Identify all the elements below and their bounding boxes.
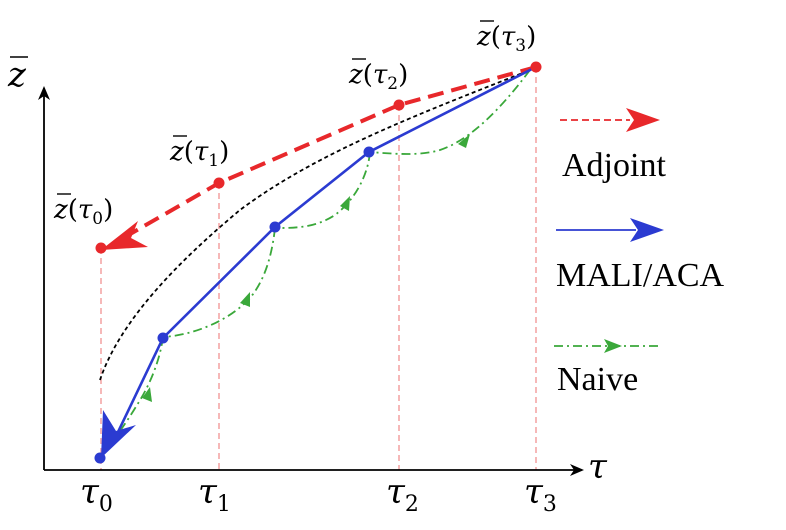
naive-arrowhead <box>240 292 250 307</box>
mali-dots <box>94 146 375 464</box>
adjoint-dot-tau1 <box>213 177 225 189</box>
naive-arrowheads <box>142 134 470 402</box>
legend-naive: Naive <box>554 339 658 398</box>
axes <box>38 86 584 476</box>
tick-label-tau0: τ0 <box>80 472 113 517</box>
mali-dot <box>269 221 281 233</box>
mali-arrowhead <box>101 410 136 458</box>
mali-dot <box>157 332 169 344</box>
x-axis-label: τ <box>588 447 608 487</box>
svg-text:z(τ2): z(τ2) <box>348 60 408 94</box>
guide-lines <box>100 67 537 470</box>
label-z-tau0: z(τ0) <box>53 193 113 229</box>
y-axis-label: z <box>7 55 28 95</box>
tick-label-tau3: τ3 <box>524 472 557 517</box>
naive-path <box>100 69 531 459</box>
mali-path <box>116 65 537 433</box>
legend-adjoint-arrowhead <box>626 108 660 132</box>
tick-labels: τ0 τ1 τ2 τ3 <box>80 472 557 517</box>
adjoint-dot-tau2 <box>393 99 405 111</box>
adjoint-path <box>124 65 537 239</box>
adjoint-dots <box>95 61 542 254</box>
legend-mali-label: MALI/ACA <box>556 257 725 294</box>
adjoint-arrowhead <box>101 221 148 250</box>
adjoint-dot-tau3 <box>530 61 542 73</box>
mali-dot <box>94 452 106 464</box>
label-z-tau3: z(τ3) <box>476 20 536 56</box>
tick-label-tau2: τ2 <box>386 472 419 517</box>
naive-arrowhead <box>458 134 470 148</box>
true-trajectory <box>99 69 531 381</box>
adjoint-dot-tau0 <box>95 242 107 254</box>
y-axis-label-text: z <box>7 55 27 95</box>
legend-naive-arrowhead <box>604 339 622 353</box>
legend-mali-arrowhead <box>630 218 664 242</box>
legend-mali: MALI/ACA <box>556 218 725 294</box>
mali-dot <box>363 146 375 158</box>
legend: Adjoint MALI/ACA Naive <box>554 108 725 398</box>
naive-arrowhead <box>340 196 350 211</box>
adjoint-point-labels: z(τ0) z(τ1) z(τ2) z(τ3) <box>53 20 536 229</box>
legend-adjoint-label: Adjoint <box>562 147 666 184</box>
svg-text:z(τ0): z(τ0) <box>53 195 113 229</box>
legend-naive-label: Naive <box>557 361 638 398</box>
label-z-tau1: z(τ1) <box>169 135 229 171</box>
tick-label-tau1: τ1 <box>198 472 231 517</box>
naive-arrowhead <box>142 387 152 402</box>
svg-text:z(τ1): z(τ1) <box>169 137 229 171</box>
label-z-tau2: z(τ2) <box>348 58 408 94</box>
svg-text:z(τ3): z(τ3) <box>476 22 536 56</box>
legend-adjoint: Adjoint <box>560 108 666 184</box>
